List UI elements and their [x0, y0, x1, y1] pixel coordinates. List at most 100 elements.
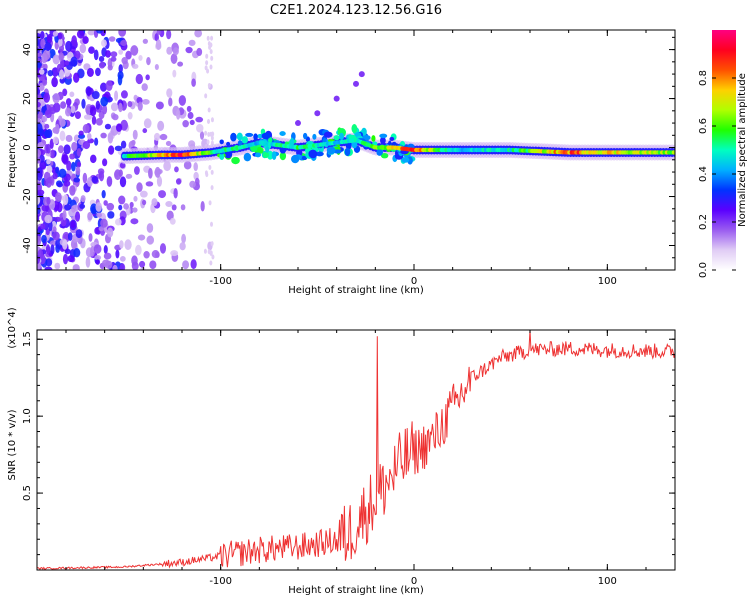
spectrogram-noise-cell: [65, 98, 72, 106]
spectrogram-noise-cell: [146, 235, 155, 245]
spectrogram-noise-cell: [95, 202, 102, 212]
spectrogram-noise-cell: [59, 130, 66, 142]
colorbar-tick-label: 0.2: [698, 214, 709, 230]
spectrogram-ridge-blob: [226, 141, 231, 147]
spectrogram-noise-cell: [193, 162, 198, 172]
spectrogram-noise-cell: [72, 264, 80, 270]
spectrogram-noise-cell: [199, 131, 205, 140]
spectrogram-noise-cell: [79, 203, 86, 209]
spectrogram-y-tick-label: 20: [22, 92, 33, 105]
spectrogram-noise-cell: [145, 181, 154, 187]
spectrogram-noise-cell: [75, 229, 83, 239]
spectrogram-noise-cell: [46, 165, 53, 173]
spectrogram-ridge-blob: [379, 133, 388, 139]
spectrogram-noise-cell: [159, 133, 168, 141]
spectrogram-noise-cell: [37, 148, 42, 158]
snr-x-tick-label: 100: [598, 576, 617, 587]
spectrogram-noise-cell: [64, 204, 71, 211]
spectrogram-noise-cell: [206, 68, 210, 74]
spectrogram-noise-cell: [50, 149, 55, 158]
spectrogram-noise-cell: [106, 202, 115, 211]
spectrogram-noise-cell: [37, 167, 43, 175]
spectrogram-noise-cell: [163, 161, 172, 172]
snr-y-axis-label: SNR (10 * v/v): [7, 409, 18, 480]
chart-title: C2E1.2024.123.12.56.G16: [270, 3, 442, 18]
spectrogram-x-tick-label: -100: [209, 276, 232, 287]
spectrogram-ridge-blob: [290, 137, 295, 147]
spectrogram-noise-cell: [124, 239, 132, 251]
spectrogram-noise-cell: [103, 245, 108, 254]
spectrogram-noise-cell: [73, 72, 80, 83]
spectrogram-noise-cell: [196, 123, 204, 133]
spectrogram-noise-cell: [102, 259, 110, 267]
snr-panel: -100 0 100 0.5 1.0 1.5 Height of straight lin…: [7, 307, 676, 596]
spectrogram-noise-cell: [209, 49, 213, 55]
spectrogram-noise-cell: [210, 55, 214, 61]
spectrogram-noise-cell: [130, 45, 139, 56]
spectrogram-noise-cell: [54, 192, 62, 203]
spectrogram-noise-cell: [119, 240, 124, 249]
spectrogram-noise-cell: [53, 216, 62, 222]
snr-y-tick-label: 0.5: [22, 485, 33, 501]
spectrogram-noise-cell: [155, 101, 164, 110]
spectrogram-noise-cell: [59, 118, 66, 127]
spectrogram-noise-cell: [73, 247, 81, 258]
spectrogram-noise-cell: [46, 143, 51, 154]
spectrogram-noise-cell: [89, 154, 97, 164]
spectrogram-noise-cell: [118, 49, 124, 55]
spectrogram-noise-cell: [190, 259, 197, 270]
spectrogram-noise-cell: [154, 64, 159, 70]
spectrogram-noise-cell: [41, 52, 48, 64]
spectrogram-branch-point: [295, 120, 301, 127]
spectrogram-ridge-blob: [254, 152, 262, 158]
spectrogram-noise-cell: [127, 111, 133, 120]
spectrogram-noise-cell: [119, 263, 126, 270]
spectrogram-noise-cell: [52, 93, 60, 104]
spectrogram-noise-cell: [85, 256, 91, 268]
spectrogram-noise-cell: [64, 60, 70, 66]
spectrogram-noise-cell: [210, 135, 214, 141]
spectrogram-noise-cell: [141, 83, 148, 91]
spectrogram-noise-cell: [209, 131, 213, 137]
spectrogram-noise-cell: [38, 69, 45, 75]
spectrogram-ridge-blob: [401, 156, 410, 163]
spectrogram-noise-cell: [59, 44, 65, 53]
spectrogram-noise-cell: [54, 262, 61, 270]
spectrogram-noise-cell: [182, 260, 190, 270]
spectrogram-noise-cell: [100, 218, 108, 228]
spectrogram-noise-cell: [153, 132, 161, 141]
spectrogram-noise-cell: [37, 181, 42, 191]
spectrogram-noise-cell: [43, 92, 51, 103]
spectrogram-ridge-blob: [241, 136, 249, 144]
spectrogram-noise-cell: [174, 166, 179, 173]
spectrogram-noise-cell: [79, 43, 87, 54]
spectrogram-ridge-blob: [255, 146, 264, 155]
spectrogram-noise-cell: [206, 35, 210, 41]
spectrogram-noise-cell: [103, 252, 112, 260]
spectrogram-noise-cell: [69, 91, 75, 98]
snr-y-tick-label: 1.0: [22, 408, 33, 424]
spectrogram-noise-cell: [168, 97, 173, 107]
spectrogram-y-axis-label: Frequency (Hz): [7, 112, 18, 188]
spectrogram-noise-cell: [121, 57, 128, 65]
spectrogram-noise-cell: [142, 38, 149, 44]
spectrogram-noise-cell: [211, 254, 215, 260]
snr-x-tick-label: -100: [209, 576, 232, 587]
spectrogram-noise-cell: [207, 107, 211, 113]
spectrogram-ridge-blob: [312, 133, 317, 140]
spectrogram-noise-cell: [210, 169, 214, 175]
spectrogram-noise-cell: [206, 139, 210, 145]
spectrogram-noise-cell: [37, 122, 43, 134]
spectrogram-ridge-blob: [265, 145, 270, 153]
spectrogram-noise-cell: [73, 177, 81, 183]
spectrogram-noise-cell: [166, 46, 173, 55]
spectrogram-noise-cell: [95, 100, 101, 110]
spectrogram-noise-cell: [123, 203, 129, 210]
spectrogram-noise-cell: [141, 98, 150, 105]
spectrogram-noise-cell: [67, 232, 73, 241]
spectrogram-noise-cell: [37, 101, 41, 108]
spectrogram-noise-cell: [58, 38, 63, 47]
spectrogram-noise-cell: [60, 101, 67, 109]
spectrogram-noise-cell: [191, 78, 196, 87]
spectrogram-noise-cell: [42, 79, 48, 86]
